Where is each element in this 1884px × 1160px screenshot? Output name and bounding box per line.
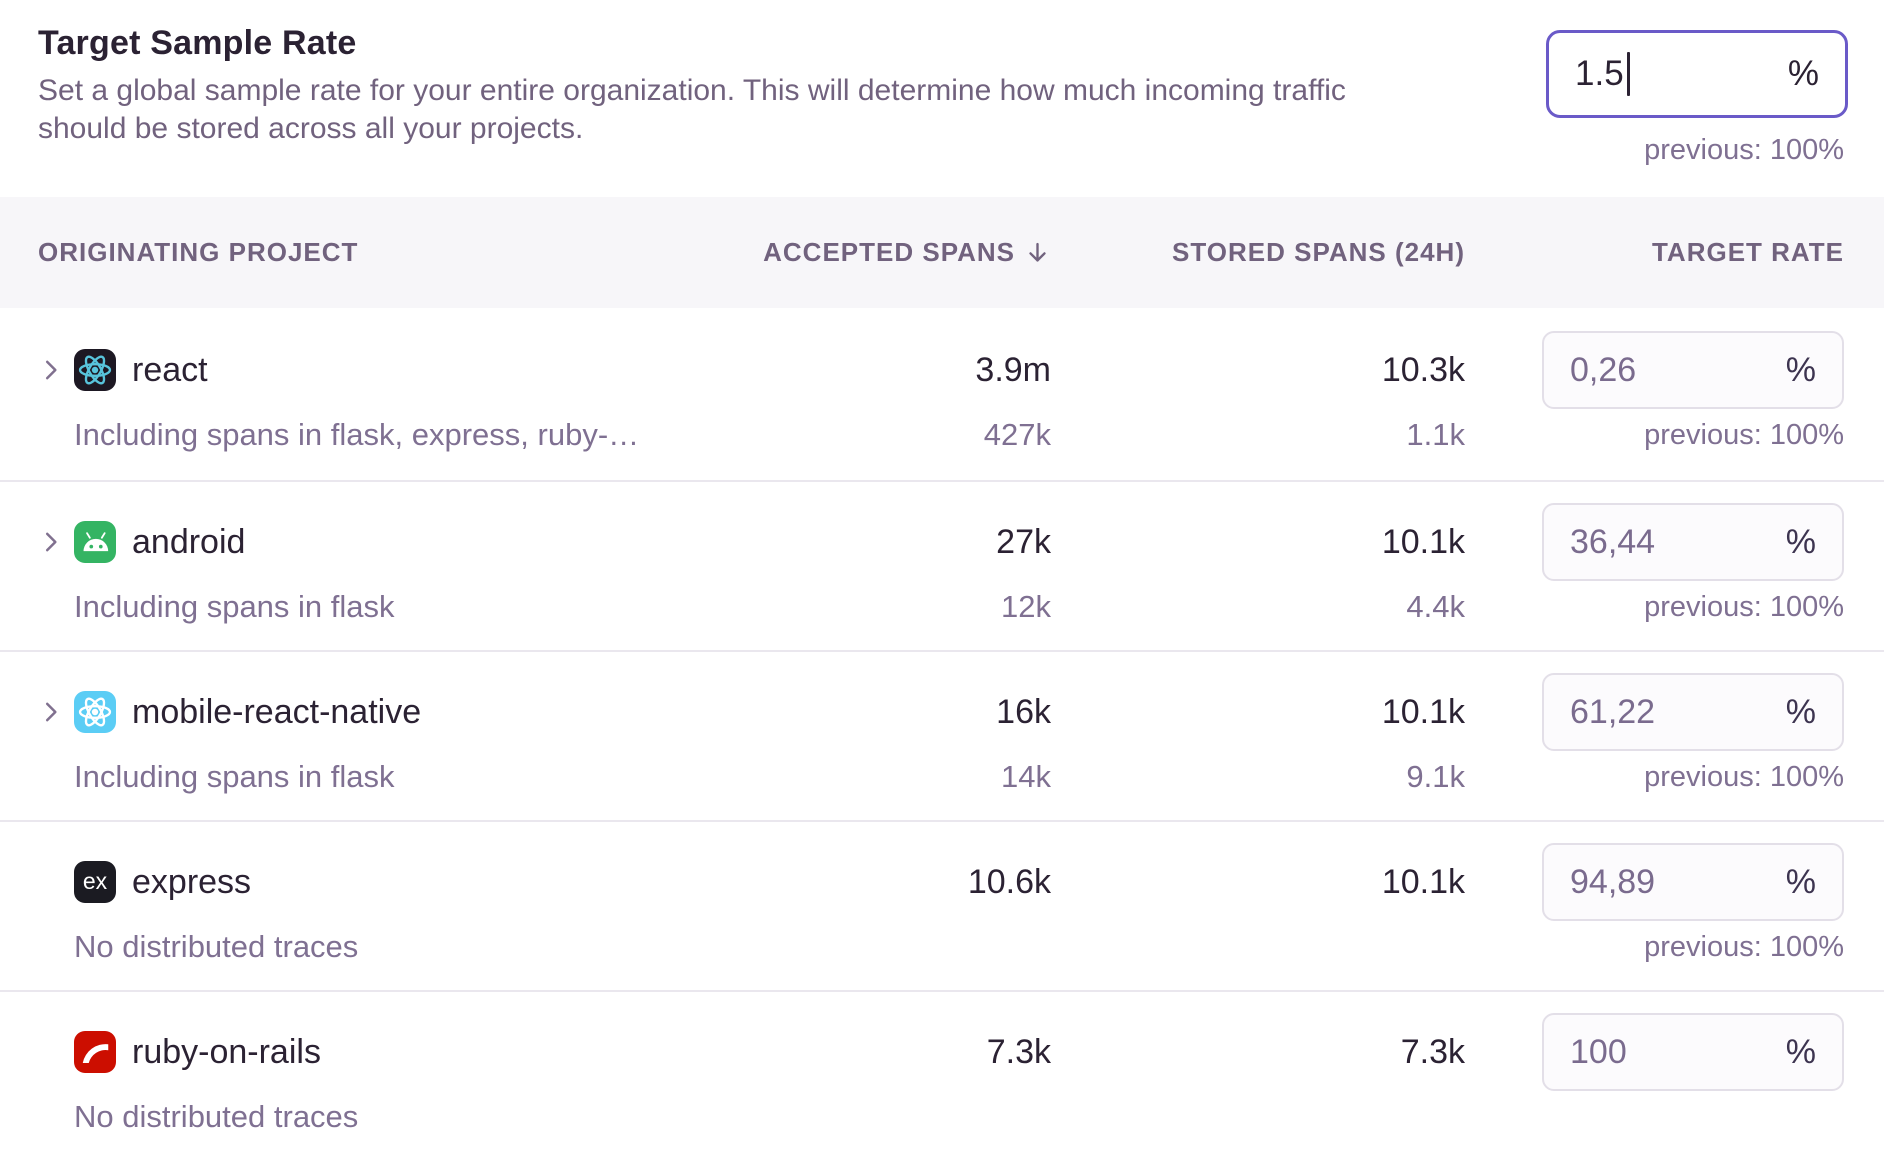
expand-chevron-slot bbox=[38, 529, 74, 555]
previous-rate-label: previous: 100% bbox=[1644, 134, 1844, 166]
project-main-row: android 27k 10.1k 36,44 % bbox=[0, 500, 1884, 584]
chevron-right-icon[interactable] bbox=[38, 699, 64, 725]
project-name: express bbox=[132, 862, 252, 901]
page-description: Set a global sample rate for your entire… bbox=[38, 74, 1346, 145]
previous-rate-label: previous: 100% bbox=[1644, 760, 1844, 793]
accepted-spans-value: 16k bbox=[996, 692, 1051, 731]
stored-spans-value: 10.3k bbox=[1381, 350, 1465, 389]
global-rate-value: 1.5 bbox=[1575, 54, 1624, 93]
stored-spans-value: 10.1k bbox=[1381, 692, 1465, 731]
stored-spans-value: 10.1k bbox=[1381, 862, 1465, 901]
express-icon: ex bbox=[74, 861, 116, 903]
accepted-spans-value: 3.9m bbox=[975, 350, 1051, 389]
distributed-traces-label: No distributed traces bbox=[74, 1099, 359, 1134]
ruby-icon bbox=[74, 1031, 116, 1073]
distributed-traces-label: Including spans in flask bbox=[74, 589, 395, 624]
chevron-right-icon[interactable] bbox=[38, 529, 64, 555]
expand-chevron-slot bbox=[38, 699, 74, 725]
distributed-traces-label: Including spans in flask bbox=[74, 759, 395, 794]
percent-unit: % bbox=[1785, 522, 1816, 561]
project-row-group: android 27k 10.1k 36,44 % Including span… bbox=[0, 480, 1884, 650]
table-header-row: ORIGINATING PROJECT ACCEPTED SPANS STORE… bbox=[0, 197, 1884, 308]
accepted-spans-value: 27k bbox=[996, 522, 1051, 561]
sub-stored-spans-value: 4.4k bbox=[1406, 589, 1465, 624]
project-name: react bbox=[132, 350, 208, 389]
project-rows-container: react 3.9m 10.3k 0,26 % Including spans … bbox=[0, 308, 1884, 1160]
chevron-right-icon[interactable] bbox=[38, 357, 64, 383]
sub-stored-spans-value: 1.1k bbox=[1406, 417, 1465, 452]
project-sub-row: Including spans in flask 12k 4.4k previo… bbox=[0, 584, 1884, 630]
project-main-row: ruby-on-rails 7.3k 7.3k 100 % bbox=[0, 1010, 1884, 1094]
android-icon bbox=[74, 521, 116, 563]
previous-rate-label: previous: 100% bbox=[1644, 930, 1844, 963]
target-sample-rate-section: Target Sample Rate Set a global sample r… bbox=[0, 0, 1884, 197]
project-main-row: react 3.9m 10.3k 0,26 % bbox=[0, 328, 1884, 412]
project-name: android bbox=[132, 522, 246, 561]
text-caret bbox=[1626, 52, 1630, 96]
distributed-traces-label: Including spans in flask, express, ruby-… bbox=[74, 417, 640, 452]
column-header-stored-spans: STORED SPANS (24H) bbox=[1172, 237, 1465, 267]
column-header-originating-project: ORIGINATING PROJECT bbox=[38, 237, 359, 267]
sort-descending-icon bbox=[1024, 239, 1051, 266]
target-rate-value: 0,26 bbox=[1570, 350, 1637, 389]
page-title: Target Sample Rate bbox=[38, 24, 357, 62]
expand-chevron-slot bbox=[38, 357, 74, 383]
previous-rate-label: previous: 100% bbox=[1644, 418, 1844, 451]
sub-stored-spans-value: 9.1k bbox=[1406, 759, 1465, 794]
target-rate-value: 100 bbox=[1570, 1032, 1627, 1071]
target-rate-input[interactable]: 100 % bbox=[1542, 1013, 1844, 1091]
project-main-row: ex express 10.6k 10.1k 94,89 % bbox=[0, 840, 1884, 924]
project-sub-row: Including spans in flask 14k 9.1k previo… bbox=[0, 754, 1884, 800]
project-sub-row: No distributed traces previous: 100% bbox=[0, 924, 1884, 970]
project-sub-row: Including spans in flask, express, ruby-… bbox=[0, 412, 1884, 458]
sub-accepted-spans-value: 427k bbox=[983, 417, 1051, 452]
target-rate-input[interactable]: 36,44 % bbox=[1542, 503, 1844, 581]
global-sample-rate-input[interactable]: 1.5 % bbox=[1546, 30, 1848, 118]
accepted-spans-value: 10.6k bbox=[967, 862, 1051, 901]
percent-unit: % bbox=[1785, 862, 1816, 901]
project-sub-row: No distributed traces bbox=[0, 1094, 1884, 1140]
target-rate-value: 61,22 bbox=[1570, 692, 1656, 731]
react-icon bbox=[74, 349, 116, 391]
target-rate-input[interactable]: 94,89 % bbox=[1542, 843, 1844, 921]
percent-unit: % bbox=[1785, 1032, 1816, 1071]
previous-rate-label: previous: 100% bbox=[1644, 590, 1844, 623]
project-row-group: ruby-on-rails 7.3k 7.3k 100 % No distrib… bbox=[0, 990, 1884, 1160]
target-rate-input[interactable]: 61,22 % bbox=[1542, 673, 1844, 751]
stored-spans-value: 10.1k bbox=[1381, 522, 1465, 561]
column-header-accepted-spans[interactable]: ACCEPTED SPANS bbox=[691, 237, 1051, 268]
accepted-spans-value: 7.3k bbox=[986, 1032, 1051, 1071]
percent-unit: % bbox=[1785, 350, 1816, 389]
sub-accepted-spans-value: 14k bbox=[1001, 759, 1051, 794]
distributed-traces-label: No distributed traces bbox=[74, 929, 359, 964]
percent-unit: % bbox=[1785, 692, 1816, 731]
target-rate-value: 94,89 bbox=[1570, 862, 1656, 901]
column-header-target-rate: TARGET RATE bbox=[1651, 237, 1844, 267]
react-native-icon bbox=[74, 691, 116, 733]
stored-spans-value: 7.3k bbox=[1400, 1032, 1465, 1071]
project-row-group: react 3.9m 10.3k 0,26 % Including spans … bbox=[0, 308, 1884, 480]
project-name: ruby-on-rails bbox=[132, 1032, 321, 1071]
sub-accepted-spans-value: 12k bbox=[1001, 589, 1051, 624]
project-row-group: ex express 10.6k 10.1k 94,89 % No distri… bbox=[0, 820, 1884, 990]
project-row-group: mobile-react-native 16k 10.1k 61,22 % In… bbox=[0, 650, 1884, 820]
project-main-row: mobile-react-native 16k 10.1k 61,22 % bbox=[0, 670, 1884, 754]
project-name: mobile-react-native bbox=[132, 692, 422, 731]
target-rate-input[interactable]: 0,26 % bbox=[1542, 331, 1844, 409]
percent-unit: % bbox=[1787, 54, 1819, 93]
target-rate-value: 36,44 bbox=[1570, 522, 1656, 561]
